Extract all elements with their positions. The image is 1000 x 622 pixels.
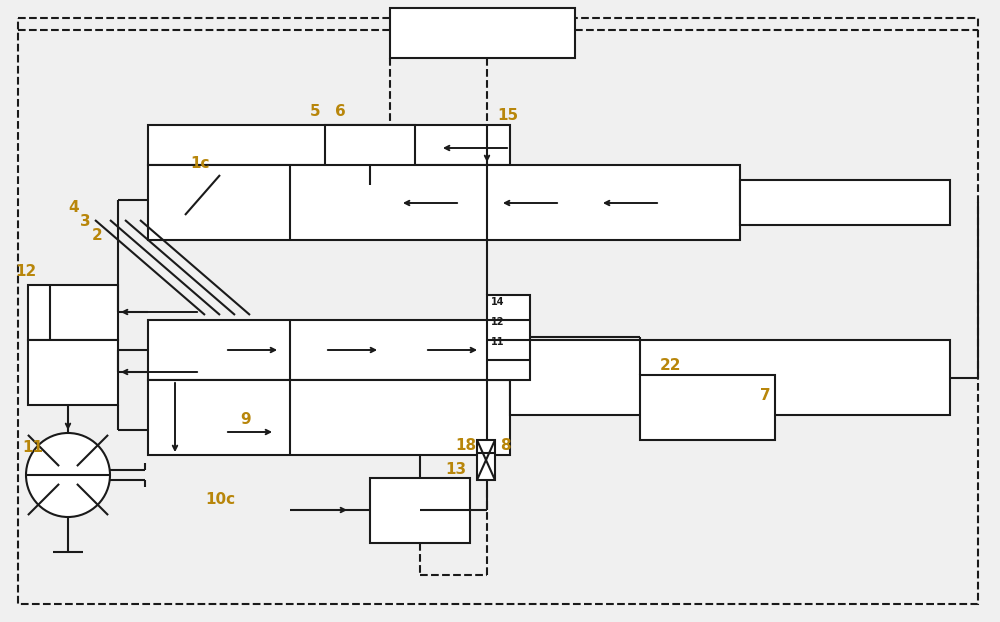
- Bar: [370, 478, 470, 543]
- Bar: [28, 285, 118, 340]
- Text: 12: 12: [491, 317, 505, 327]
- Bar: [487, 295, 530, 380]
- Bar: [640, 375, 775, 440]
- Text: 22: 22: [660, 358, 682, 373]
- Text: 12: 12: [15, 264, 36, 279]
- Text: 11: 11: [491, 337, 505, 347]
- Bar: [28, 340, 118, 405]
- Text: 2: 2: [92, 228, 103, 243]
- Text: 9: 9: [240, 412, 251, 427]
- Circle shape: [26, 433, 110, 517]
- Text: 18: 18: [455, 437, 476, 452]
- Text: 7: 7: [760, 388, 771, 402]
- Text: 11: 11: [22, 440, 43, 455]
- Text: 15: 15: [497, 108, 518, 123]
- Bar: [740, 180, 950, 225]
- Bar: [510, 340, 950, 415]
- Bar: [148, 320, 510, 380]
- Text: 5: 5: [310, 104, 321, 119]
- Text: 13: 13: [445, 463, 466, 478]
- Text: 8: 8: [500, 437, 511, 452]
- Bar: [148, 125, 510, 165]
- Text: 6: 6: [335, 104, 346, 119]
- Text: 3: 3: [80, 215, 91, 230]
- Text: 14: 14: [491, 297, 505, 307]
- Bar: [148, 380, 510, 455]
- Bar: [390, 8, 575, 58]
- Bar: [148, 165, 740, 240]
- Text: 4: 4: [68, 200, 79, 215]
- Bar: [325, 125, 415, 185]
- Text: 10c: 10c: [205, 493, 235, 508]
- Text: 1c: 1c: [190, 156, 210, 170]
- Bar: [477, 440, 495, 480]
